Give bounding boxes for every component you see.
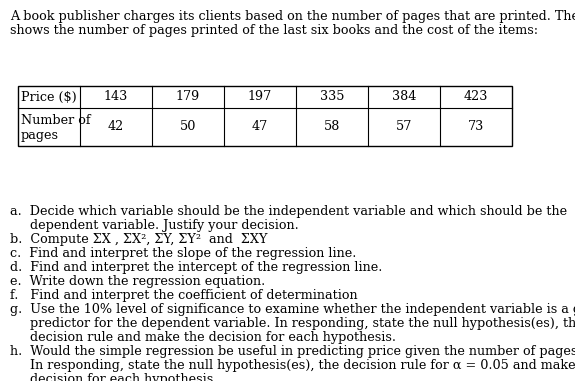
Text: b.  Compute ΣX , ΣX², ΣY, ΣY²  and  ΣXY: b. Compute ΣX , ΣX², ΣY, ΣY² and ΣXY — [10, 233, 267, 246]
Bar — [18, 86, 512, 146]
Text: 179: 179 — [176, 91, 200, 104]
Text: 335: 335 — [320, 91, 344, 104]
Text: 73: 73 — [468, 120, 484, 133]
Text: c.  Find and interpret the slope of the regression line.: c. Find and interpret the slope of the r… — [10, 247, 356, 260]
Text: In responding, state the null hypothesis(es), the decision rule for α = 0.05 and: In responding, state the null hypothesis… — [10, 359, 575, 372]
Text: shows the number of pages printed of the last six books and the cost of the item: shows the number of pages printed of the… — [10, 24, 538, 37]
Text: pages: pages — [21, 129, 59, 142]
Text: 384: 384 — [392, 91, 416, 104]
Text: f.   Find and interpret the coefficient of determination: f. Find and interpret the coefficient of… — [10, 289, 358, 302]
Text: decision rule and make the decision for each hypothesis.: decision rule and make the decision for … — [10, 331, 396, 344]
Text: 50: 50 — [180, 120, 196, 133]
Text: Number of: Number of — [21, 114, 91, 126]
Text: h.  Would the simple regression be useful in predicting price given the number o: h. Would the simple regression be useful… — [10, 345, 575, 358]
Text: 143: 143 — [104, 91, 128, 104]
Text: a.  Decide which variable should be the independent variable and which should be: a. Decide which variable should be the i… — [10, 205, 567, 218]
Text: 423: 423 — [464, 91, 488, 104]
Text: 47: 47 — [252, 120, 268, 133]
Text: d.  Find and interpret the intercept of the regression line.: d. Find and interpret the intercept of t… — [10, 261, 382, 274]
Text: 58: 58 — [324, 120, 340, 133]
Text: 197: 197 — [248, 91, 272, 104]
Text: decision for each hypothesis.: decision for each hypothesis. — [10, 373, 217, 381]
Text: g.  Use the 10% level of significance to examine whether the independent variabl: g. Use the 10% level of significance to … — [10, 303, 575, 316]
Text: A book publisher charges its clients based on the number of pages that are print: A book publisher charges its clients bas… — [10, 10, 575, 23]
Text: e.  Write down the regression equation.: e. Write down the regression equation. — [10, 275, 265, 288]
Text: 42: 42 — [108, 120, 124, 133]
Text: dependent variable. Justify your decision.: dependent variable. Justify your decisio… — [10, 219, 299, 232]
Text: 57: 57 — [396, 120, 412, 133]
Text: predictor for the dependent variable. In responding, state the null hypothesis(e: predictor for the dependent variable. In… — [10, 317, 575, 330]
Text: Price ($): Price ($) — [21, 91, 76, 104]
